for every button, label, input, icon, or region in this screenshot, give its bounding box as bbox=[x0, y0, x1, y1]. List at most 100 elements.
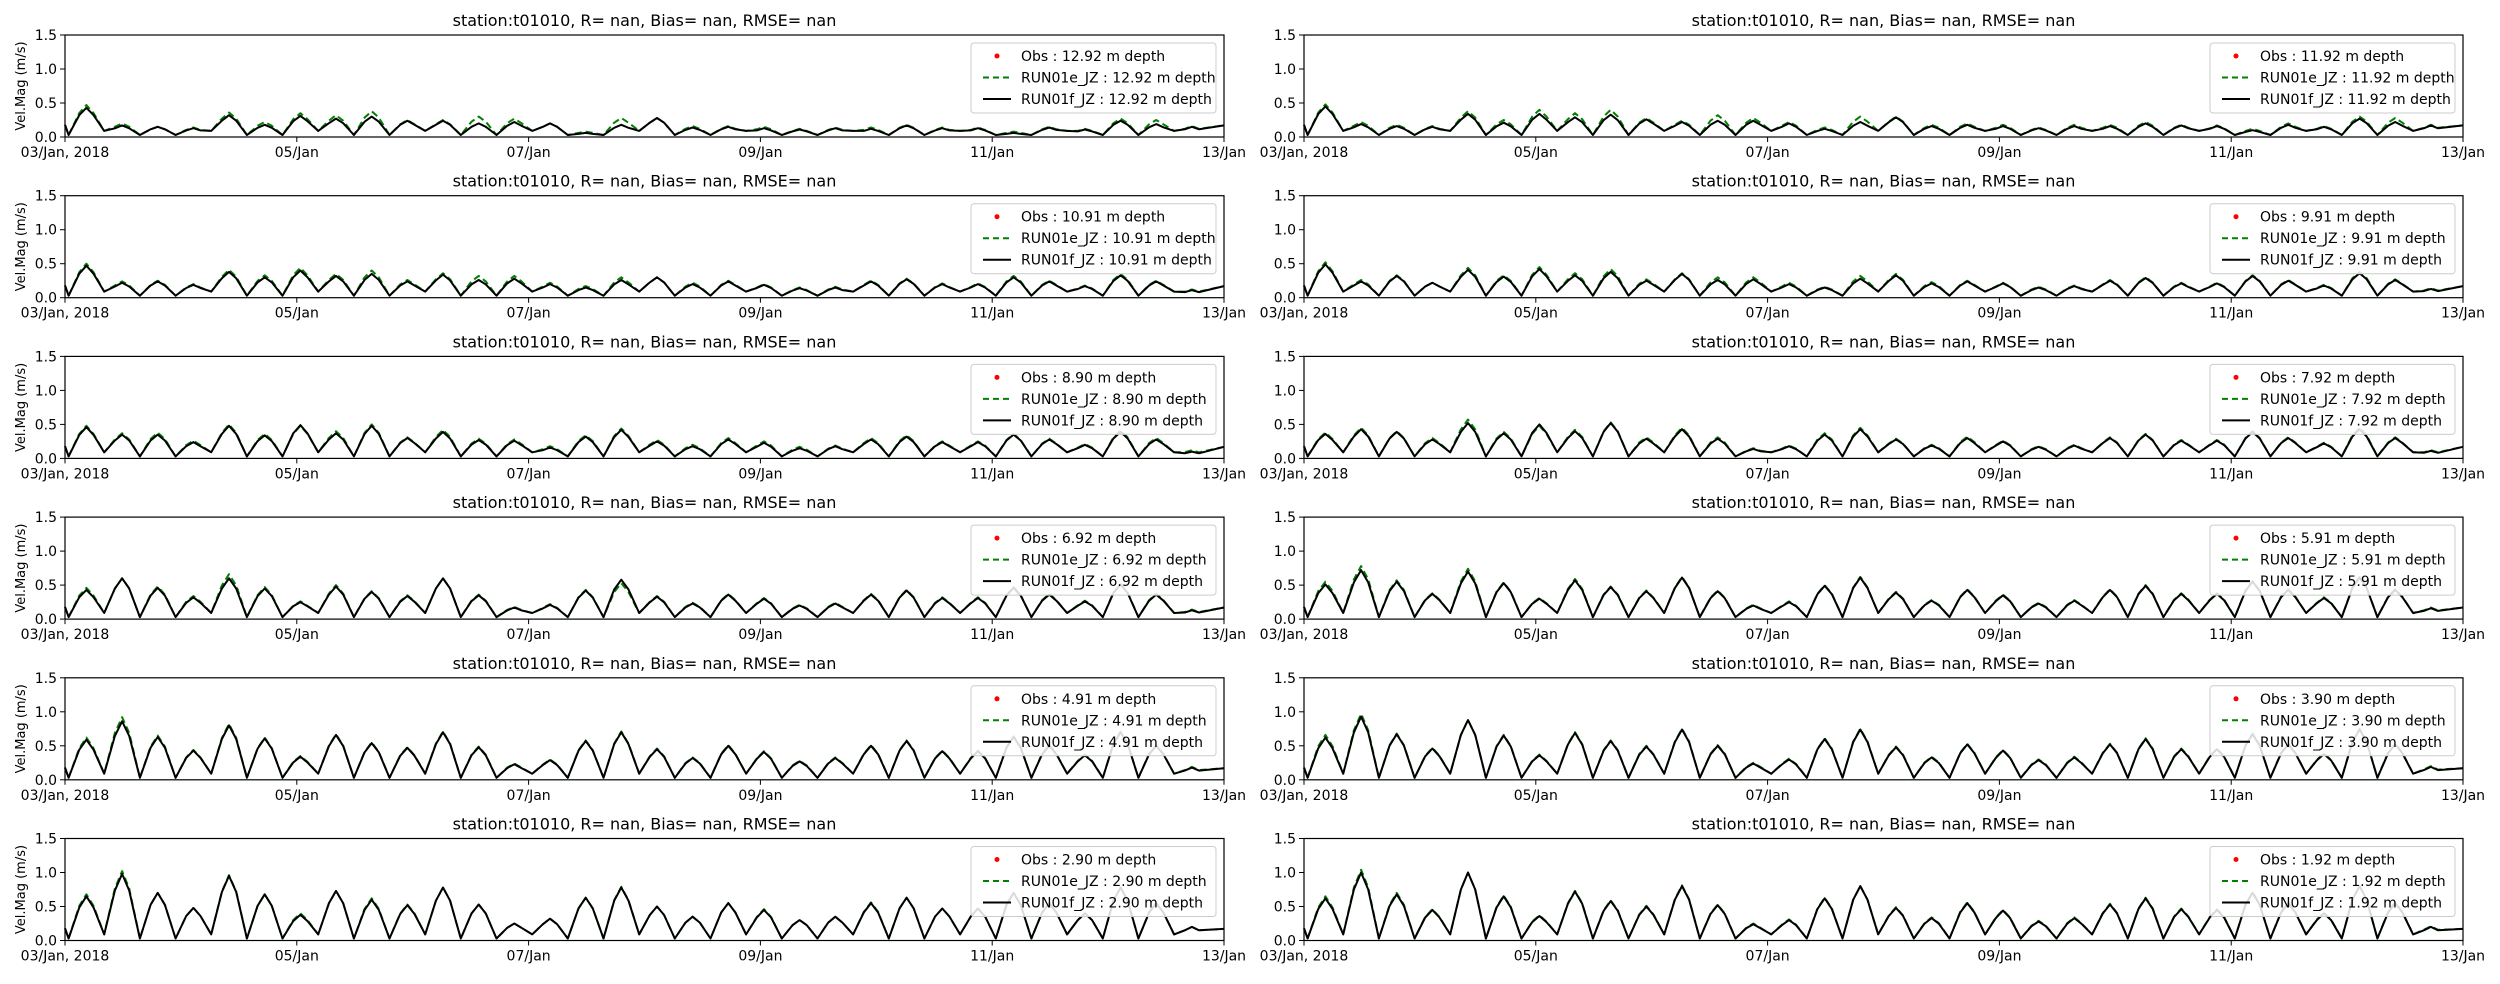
subplot-11: station:t01010, R= nan, Bias= nan, RMSE=… bbox=[1260, 815, 2485, 965]
legend-entry: Obs : 12.92 m depth bbox=[1021, 49, 1165, 65]
y-tick-label: 0.5 bbox=[1274, 578, 1296, 594]
subplot-title: station:t01010, R= nan, Bias= nan, RMSE=… bbox=[1692, 172, 2076, 191]
legend-obs-marker bbox=[2233, 696, 2239, 702]
legend-box bbox=[970, 42, 1217, 114]
y-tick-label: 0.0 bbox=[35, 291, 57, 307]
y-tick-label: 1.0 bbox=[35, 62, 57, 78]
x-tick-label: 05/Jan bbox=[275, 949, 319, 965]
y-tick-label: 1.0 bbox=[1274, 544, 1296, 560]
x-tick-label: 11/Jan bbox=[2209, 627, 2253, 643]
axes-frame bbox=[64, 516, 1225, 620]
x-tick-label: 03/Jan, 2018 bbox=[21, 466, 110, 482]
legend: Obs : 8.90 m depth RUN01e_JZ : 8.90 m dep… bbox=[970, 363, 1217, 435]
x-tick-label: 11/Jan bbox=[2209, 306, 2253, 322]
legend: Obs : 10.91 m depth RUN01e_JZ : 10.91 m d… bbox=[970, 203, 1217, 275]
legend-entry: Obs : 6.92 m depth bbox=[1021, 531, 1156, 547]
y-tick-label: 0.0 bbox=[35, 773, 57, 789]
legend-entry: RUN01e_JZ : 4.91 m depth bbox=[1021, 713, 1207, 729]
legend-obs-marker bbox=[994, 214, 1000, 220]
subplot-title: station:t01010, R= nan, Bias= nan, RMSE=… bbox=[453, 815, 837, 834]
subplot-7: station:t01010, R= nan, Bias= nan, RMSE=… bbox=[1260, 493, 2485, 643]
subplot-title: station:t01010, R= nan, Bias= nan, RMSE=… bbox=[1692, 11, 2076, 30]
series-run01f-line bbox=[1303, 263, 2464, 297]
legend-entry: RUN01e_JZ : 12.92 m depth bbox=[1021, 71, 1216, 87]
x-tick-label: 07/Jan bbox=[507, 306, 551, 322]
x-tick-label: 03/Jan, 2018 bbox=[1260, 466, 1349, 482]
x-tick-label: 13/Jan bbox=[2441, 627, 2485, 643]
legend-entry: RUN01f_JZ : 8.90 m depth bbox=[1021, 413, 1203, 429]
axes-frame bbox=[64, 837, 1225, 942]
axes-frame bbox=[1303, 516, 2464, 620]
y-axis-label: Vel.Mag (m/s) bbox=[14, 524, 29, 613]
axes-frame bbox=[1303, 837, 2464, 942]
y-tick-label: 0.5 bbox=[35, 578, 57, 594]
y-tick-label: 1.5 bbox=[35, 349, 57, 365]
legend-entry: RUN01f_JZ : 2.90 m depth bbox=[1021, 896, 1203, 912]
legend-box bbox=[2209, 363, 2456, 435]
legend-entry: RUN01e_JZ : 10.91 m depth bbox=[1021, 231, 1216, 247]
y-axis-label: Vel.Mag (m/s) bbox=[14, 363, 29, 452]
subplot-title: station:t01010, R= nan, Bias= nan, RMSE=… bbox=[453, 332, 837, 351]
series-run01f-line bbox=[64, 424, 1225, 458]
legend-entry: RUN01e_JZ : 6.92 m depth bbox=[1021, 553, 1207, 569]
y-axis-label: Vel.Mag (m/s) bbox=[14, 202, 29, 291]
axes-frame bbox=[1303, 34, 2464, 138]
x-tick-label: 07/Jan bbox=[507, 627, 551, 643]
x-tick-label: 07/Jan bbox=[507, 788, 551, 804]
x-tick-label: 07/Jan bbox=[507, 145, 551, 161]
y-axis-label: Vel.Mag (m/s) bbox=[14, 684, 29, 773]
x-tick-label: 05/Jan bbox=[275, 145, 319, 161]
series-run01f-line bbox=[1303, 105, 2464, 136]
legend-obs-marker bbox=[2233, 374, 2239, 380]
y-tick-label: 0.0 bbox=[1274, 451, 1296, 467]
y-tick-label: 0.5 bbox=[1274, 417, 1296, 433]
subplot-title: station:t01010, R= nan, Bias= nan, RMSE=… bbox=[453, 654, 837, 673]
y-tick-label: 1.0 bbox=[35, 223, 57, 239]
legend-entry: RUN01f_JZ : 10.91 m depth bbox=[1021, 253, 1212, 269]
subplot-title: station:t01010, R= nan, Bias= nan, RMSE=… bbox=[453, 493, 837, 512]
y-tick-label: 1.0 bbox=[1274, 62, 1296, 78]
legend-entry: RUN01e_JZ : 7.92 m depth bbox=[2260, 392, 2446, 408]
x-tick-label: 07/Jan bbox=[1746, 627, 1790, 643]
x-tick-label: 05/Jan bbox=[1514, 306, 1558, 322]
legend-entry: Obs : 8.90 m depth bbox=[1021, 370, 1156, 386]
legend: Obs : 1.92 m depth RUN01e_JZ : 1.92 m dep… bbox=[2209, 846, 2456, 917]
x-tick-label: 05/Jan bbox=[1514, 627, 1558, 643]
x-tick-label: 11/Jan bbox=[970, 788, 1014, 804]
x-tick-label: 05/Jan bbox=[1514, 466, 1558, 482]
subplot-title: station:t01010, R= nan, Bias= nan, RMSE=… bbox=[1692, 815, 2076, 834]
x-tick-label: 11/Jan bbox=[970, 466, 1014, 482]
x-tick-label: 13/Jan bbox=[1202, 466, 1246, 482]
x-tick-label: 09/Jan bbox=[1977, 627, 2021, 643]
x-tick-label: 09/Jan bbox=[1977, 949, 2021, 965]
x-tick-label: 09/Jan bbox=[1977, 788, 2021, 804]
legend: Obs : 2.90 m depth RUN01e_JZ : 2.90 m dep… bbox=[970, 846, 1217, 917]
y-axis-label: Vel.Mag (m/s) bbox=[14, 41, 29, 130]
legend-box bbox=[2209, 685, 2456, 757]
x-tick-label: 13/Jan bbox=[1202, 145, 1246, 161]
y-tick-label: 0.5 bbox=[35, 900, 57, 916]
x-tick-label: 13/Jan bbox=[2441, 466, 2485, 482]
y-tick-label: 0.5 bbox=[35, 417, 57, 433]
x-tick-label: 13/Jan bbox=[2441, 788, 2485, 804]
x-tick-label: 09/Jan bbox=[1977, 145, 2021, 161]
subplot-2: station:t01010, R= nan, Bias= nan, RMSE=… bbox=[14, 172, 1246, 322]
y-tick-label: 1.0 bbox=[1274, 866, 1296, 882]
y-tick-label: 1.5 bbox=[1274, 349, 1296, 365]
legend-entry: RUN01f_JZ : 4.91 m depth bbox=[1021, 735, 1203, 751]
y-tick-label: 1.5 bbox=[1274, 189, 1296, 205]
legend: Obs : 12.92 m depth RUN01e_JZ : 12.92 m d… bbox=[970, 42, 1217, 114]
x-tick-label: 09/Jan bbox=[738, 466, 782, 482]
y-tick-label: 0.5 bbox=[35, 257, 57, 273]
subplot-10: station:t01010, R= nan, Bias= nan, RMSE=… bbox=[14, 815, 1246, 965]
x-tick-label: 09/Jan bbox=[738, 788, 782, 804]
axes-frame bbox=[1303, 355, 2464, 459]
x-tick-label: 07/Jan bbox=[507, 466, 551, 482]
y-tick-label: 0.5 bbox=[1274, 96, 1296, 112]
legend-box bbox=[970, 363, 1217, 435]
legend-entry: Obs : 5.91 m depth bbox=[2260, 531, 2395, 547]
legend-entry: RUN01e_JZ : 5.91 m depth bbox=[2260, 553, 2446, 569]
x-tick-label: 09/Jan bbox=[738, 627, 782, 643]
legend-entry: RUN01f_JZ : 7.92 m depth bbox=[2260, 413, 2442, 429]
y-tick-label: 1.0 bbox=[1274, 705, 1296, 721]
